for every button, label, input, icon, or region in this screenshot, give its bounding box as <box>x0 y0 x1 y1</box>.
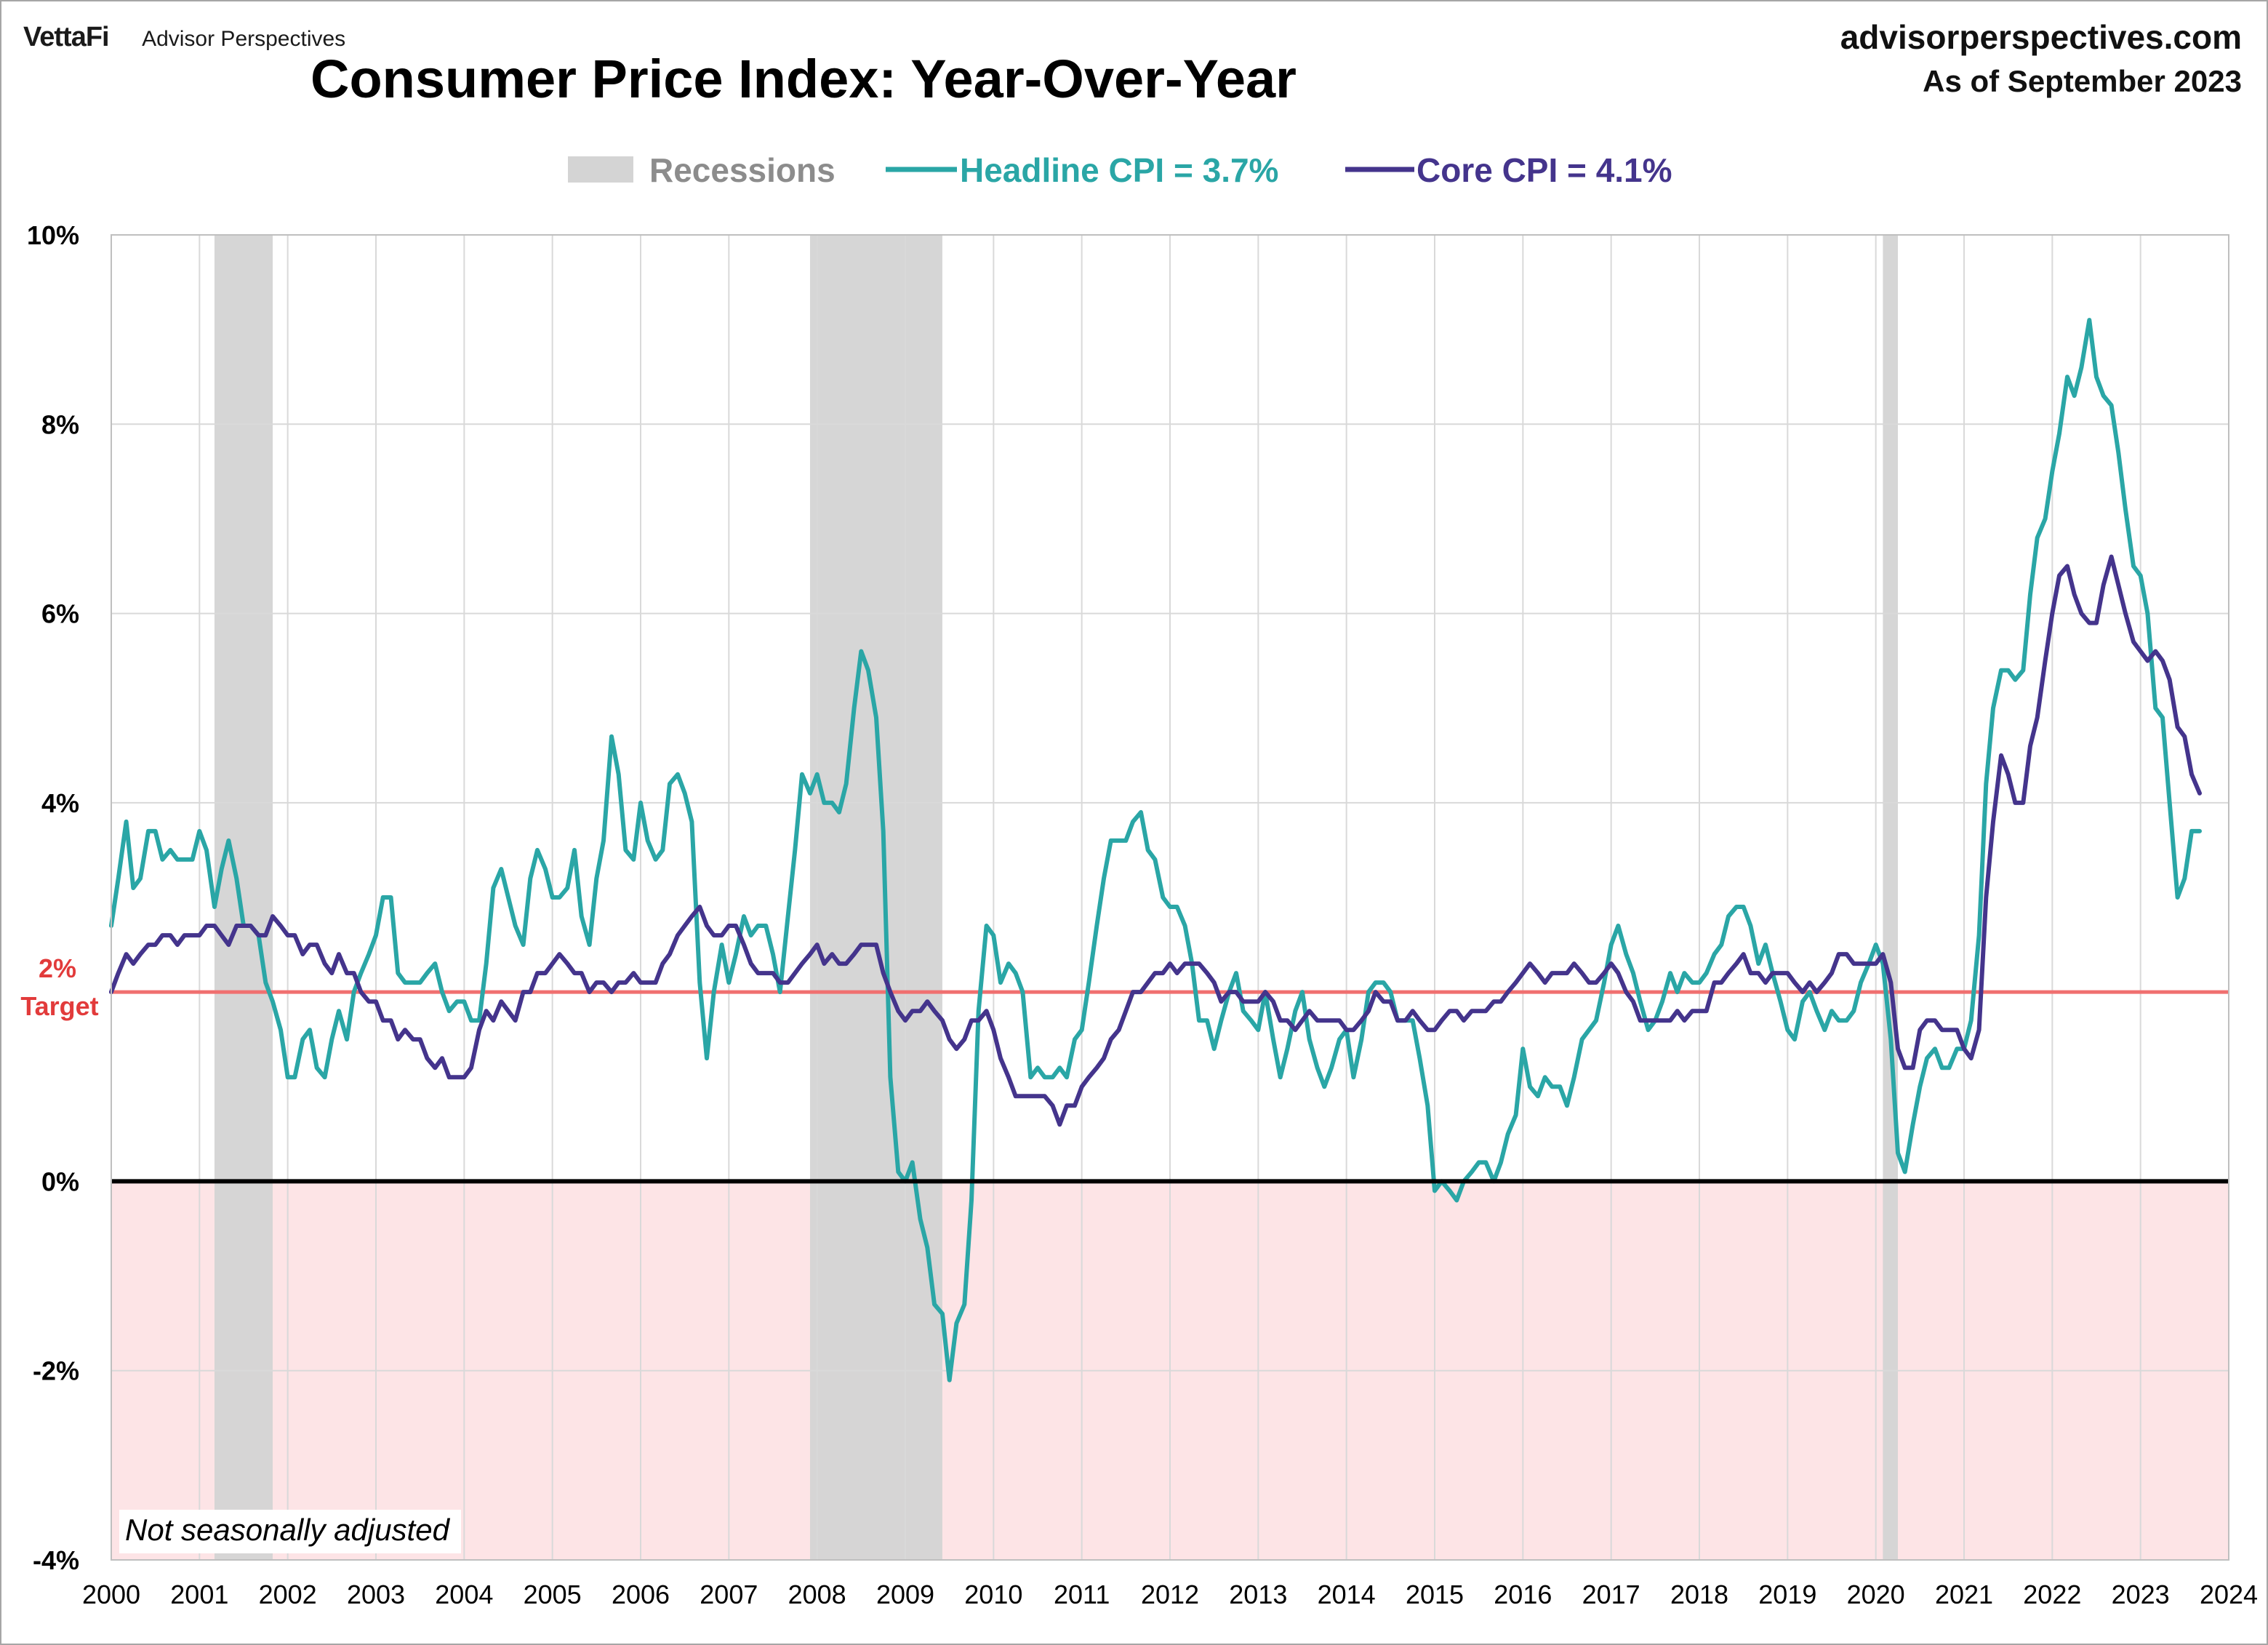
source-block: advisorperspectives.com As of September … <box>1840 17 2242 99</box>
x-tick-label: 2017 <box>1582 1580 1640 1609</box>
x-tick-label: 2019 <box>1758 1580 1816 1609</box>
x-tick-label: 2005 <box>524 1580 582 1609</box>
legend-recessions-label: Recessions <box>649 151 836 189</box>
x-tick-label: 2018 <box>1670 1580 1728 1609</box>
legend-recession-swatch <box>568 156 633 183</box>
source-url: advisorperspectives.com <box>1840 18 2242 56</box>
y-tick-label: 6% <box>41 599 79 629</box>
y-tick-label: 8% <box>41 409 79 439</box>
x-tick-label: 2012 <box>1141 1580 1199 1609</box>
note-not-seasonally-adjusted: Not seasonally adjusted <box>119 1510 461 1553</box>
chart-title: Consumer Price Index: Year-Over-Year <box>310 49 1297 109</box>
y-tick-label: 10% <box>27 220 79 250</box>
x-tick-label: 2011 <box>1054 1580 1110 1609</box>
target-text-label: Target <box>20 991 98 1021</box>
x-tick-label: 2000 <box>82 1580 140 1609</box>
x-tick-label: 2020 <box>1847 1580 1905 1609</box>
as-of-date: As of September 2023 <box>1923 64 2242 98</box>
x-tick-label: 2010 <box>964 1580 1022 1609</box>
x-tick-label: 2004 <box>435 1580 493 1609</box>
brand: VettaFi Advisor Perspectives <box>23 22 345 53</box>
recession-band <box>809 235 942 1560</box>
legend-core-label: Core CPI = 4.1% <box>1417 151 1672 189</box>
x-tick-label: 2015 <box>1406 1580 1464 1609</box>
x-tick-label: 2021 <box>1935 1580 1993 1609</box>
headline-cpi-line <box>109 318 2202 1382</box>
x-tick-label: 2016 <box>1494 1580 1552 1609</box>
x-tick-label: 2014 <box>1318 1580 1376 1609</box>
x-tick-label: 2023 <box>2112 1580 2170 1609</box>
target-value-label: 2% <box>39 953 76 983</box>
x-tick-label: 2013 <box>1229 1580 1287 1609</box>
core-cpi-line <box>109 554 2202 1127</box>
y-tick-label: 0% <box>41 1166 79 1196</box>
legend-headline-label: Headline CPI = 3.7% <box>960 151 1278 189</box>
y-tick-label: 4% <box>41 788 79 818</box>
x-tick-label: 2006 <box>612 1580 670 1609</box>
recession-band <box>214 235 273 1560</box>
recession-band <box>1883 235 1898 1560</box>
x-tick-label: 2022 <box>2023 1580 2081 1609</box>
x-tick-label: 2003 <box>347 1580 405 1609</box>
y-tick-label: -2% <box>33 1356 79 1386</box>
x-tick-label: 2008 <box>788 1580 846 1609</box>
x-tick-label: 2024 <box>2200 1580 2258 1609</box>
y-tick-label: -4% <box>33 1545 79 1575</box>
plot-area-border <box>111 234 2229 1561</box>
vettafi-logo: VettaFi <box>23 22 110 52</box>
x-tick-label: 2001 <box>170 1580 228 1609</box>
brand-subtitle: Advisor Perspectives <box>142 27 346 51</box>
x-tick-label: 2002 <box>259 1580 317 1609</box>
x-tick-label: 2007 <box>700 1580 758 1609</box>
x-tick-label: 2009 <box>876 1580 934 1609</box>
